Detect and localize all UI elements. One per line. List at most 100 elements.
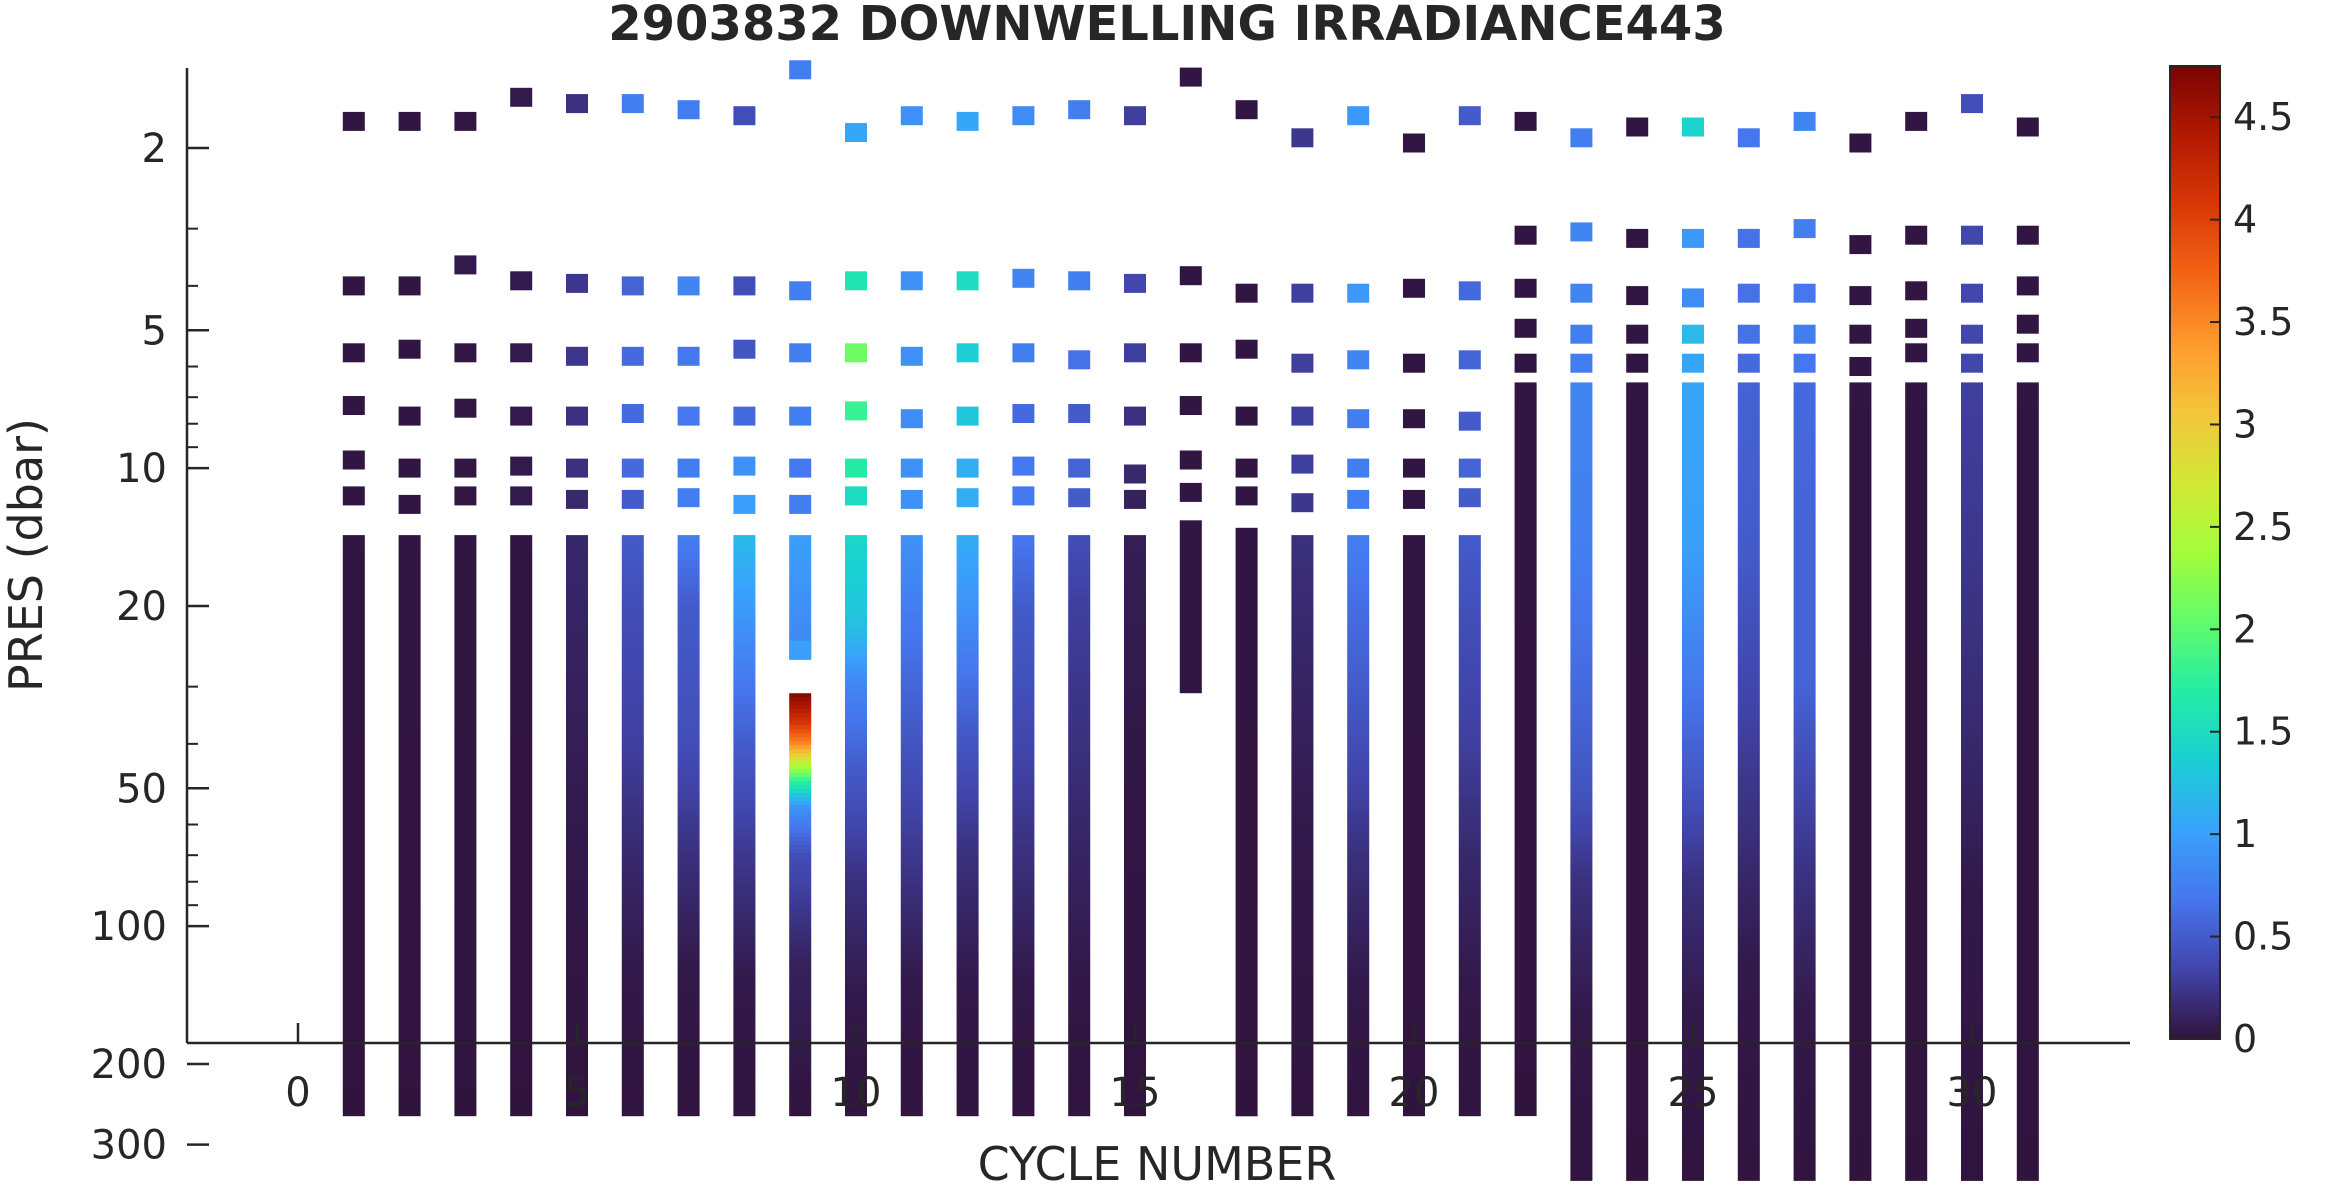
profile-column-cell [566,583,588,588]
profile-column-cell [1794,542,1816,547]
data-point [454,486,476,505]
profile-column-cell [845,579,867,584]
profile-column-cell [1124,947,1146,952]
profile-column-cell [957,763,979,768]
profile-column-cell [1570,474,1592,479]
profile-column-cell [454,983,476,988]
profile-column-cell [1515,606,1537,611]
profile-column-cell [1515,966,1537,971]
data-point [678,100,700,119]
profile-column-cell [1905,1014,1927,1019]
profile-column-cell [845,623,867,628]
profile-column-cell [622,963,644,968]
profile-column-cell [1124,755,1146,760]
profile-column-cell [1291,735,1313,740]
profile-column-cell [1738,1146,1760,1151]
profile-column-cell [733,759,755,764]
profile-column-cell [1794,838,1816,843]
profile-column-cell [1347,1107,1369,1112]
profile-column-cell [1124,691,1146,696]
data-point [1459,350,1481,369]
profile-column-cell [1515,586,1537,591]
profile-column-cell [733,819,755,824]
profile-column-cell [622,567,644,572]
profile-column-cell [1794,726,1816,731]
profile-column-cell [1515,446,1537,451]
profile-column-cell [1961,810,1983,815]
profile-column-cell [1012,1055,1034,1060]
profile-column-cell [733,991,755,996]
profile-column-cell [957,911,979,916]
profile-column-cell [343,679,365,684]
profile-column-cell [1794,598,1816,603]
profile-column-cell [1236,876,1258,881]
profile-column-cell [1347,539,1369,544]
profile-column-cell [622,1023,644,1028]
profile-column-cell [1068,687,1090,692]
profile-column-cell [957,1115,979,1116]
profile-column-cell [1291,1035,1313,1040]
profile-column-cell [1961,414,1983,419]
profile-column-cell [957,807,979,812]
profile-column-cell [678,743,700,748]
profile-column-cell [1849,490,1871,495]
profile-column-cell [454,887,476,892]
profile-column-cell [1570,606,1592,611]
profile-column-cell [1515,914,1537,919]
profile-column-cell [1515,638,1537,643]
profile-column-cell [1180,600,1202,605]
profile-column-cell [901,1087,923,1092]
profile-column-cell [510,691,532,696]
profile-column-cell [733,727,755,732]
profile-column-cell [1626,922,1648,927]
profile-column-cell [1124,587,1146,592]
profile-column-cell [1794,1086,1816,1091]
data-point [789,343,811,362]
profile-column-cell [1626,962,1648,967]
profile-column-cell [1905,1130,1927,1135]
profile-cycle-2 [399,112,421,1116]
profile-column-cell [1124,667,1146,672]
profile-column-cell [1347,727,1369,732]
profile-column-cell [1794,1046,1816,1051]
profile-column-cell [566,1011,588,1016]
profile-column-cell [733,567,755,572]
profile-column-cell [678,907,700,912]
profile-column-cell [1180,664,1202,669]
profile-column-cell [1626,842,1648,847]
profile-column-cell [733,939,755,944]
profile-column-cell [343,787,365,792]
profile-column-cell [1291,1091,1313,1096]
profile-column-cell [1626,838,1648,843]
profile-column-cell [1515,502,1537,507]
profile-cycle-7 [678,100,700,1116]
profile-column-cell [678,959,700,964]
profile-column-cell [678,1035,700,1040]
profile-column-cell [566,815,588,820]
profile-column-cell [957,1111,979,1116]
profile-column-cell [343,967,365,972]
profile-column-cell [1961,742,1983,747]
profile-column-cell [845,967,867,972]
profile-column-cell [1626,518,1648,523]
profile-column-cell [566,551,588,556]
profile-column-cell [510,1107,532,1112]
profile-column-cell [1626,1078,1648,1083]
profile-column-cell [1849,730,1871,735]
profile-column-cell [399,947,421,952]
data-point [1347,409,1369,428]
profile-column-cell [901,1079,923,1084]
profile-column-cell [1124,791,1146,796]
profile-column-cell [1236,828,1258,833]
profile-column-cell [1849,1094,1871,1099]
profile-column-cell [1403,623,1425,628]
profile-column-cell [678,687,700,692]
profile-column-cell [1961,730,1983,735]
profile-column-cell [733,643,755,648]
profile-column-cell [1515,982,1537,987]
profile-column-cell [678,727,700,732]
profile-column-cell [1068,579,1090,584]
profile-column-cell [678,607,700,612]
profile-column-cell [1459,895,1481,900]
profile-column-cell [678,1019,700,1024]
